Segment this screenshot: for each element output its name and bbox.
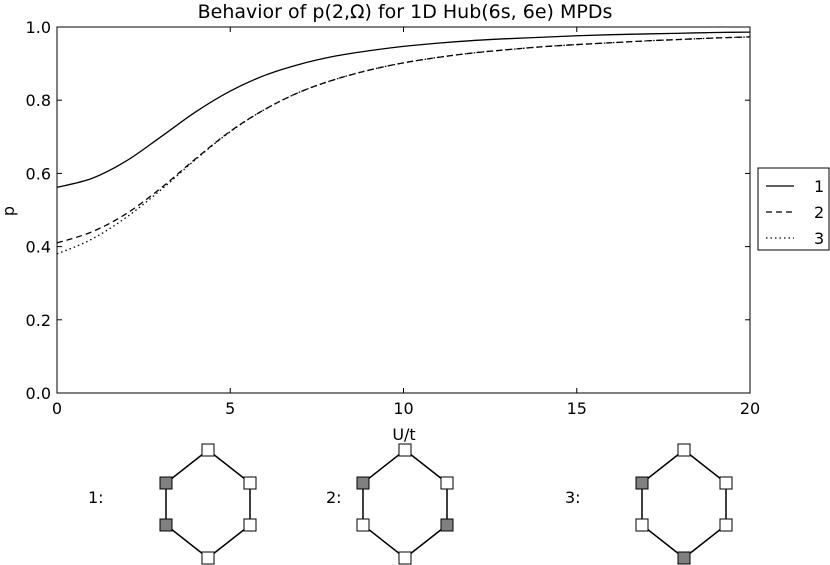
site-empty: [243, 476, 257, 490]
y-axis-label: p: [0, 206, 18, 216]
x-tick-label: 15: [567, 399, 587, 418]
x-tick-label: 0: [52, 399, 62, 418]
site-occupied: [440, 518, 454, 532]
site-occupied: [635, 476, 649, 490]
x-tick-label: 10: [393, 399, 413, 418]
configuration-diagrams: 1: 2: 3:: [88, 443, 733, 565]
series-line-2: [56, 36, 751, 244]
series-layer: [56, 31, 751, 255]
chart-title: Behavior of p(2,Ω) for 1D Hub(6s, 6e) MP…: [198, 1, 613, 23]
y-tick-label: 0.0: [26, 384, 51, 403]
y-tick-label: 0.2: [26, 311, 51, 330]
site-empty: [201, 551, 215, 565]
site-empty: [635, 518, 649, 532]
site-empty: [677, 443, 691, 457]
series-line-3: [56, 36, 751, 255]
site-occupied: [159, 518, 173, 532]
y-tick-label: 0.6: [26, 164, 51, 183]
configuration-label: 2:: [326, 488, 342, 507]
site-occupied: [677, 551, 691, 565]
configuration-label: 1:: [88, 488, 104, 507]
legend: 1 2 3: [757, 167, 830, 251]
site-empty: [201, 443, 215, 457]
y-tick-label: 1.0: [26, 18, 51, 37]
configuration-2: 2:: [326, 443, 454, 565]
legend-label-2: 2: [814, 203, 824, 222]
ring-bonds: [165, 449, 251, 559]
legend-label-1: 1: [814, 177, 824, 196]
plot-area: 0 5 10 15 20 0.0 0.2 0.4 0.6 0.8 1.0: [26, 18, 761, 418]
ring-bonds: [641, 449, 727, 559]
site-empty: [243, 518, 257, 532]
legend-label-3: 3: [814, 229, 824, 248]
site-occupied: [356, 476, 370, 490]
y-tick-label: 0.8: [26, 91, 51, 110]
configuration-3: 3:: [565, 443, 733, 565]
legend-entries: 1 2 3: [766, 177, 824, 248]
x-tick-label: 5: [225, 399, 235, 418]
x-axis-label: U/t: [392, 425, 415, 444]
site-empty: [398, 551, 412, 565]
series-line-1: [56, 31, 751, 188]
site-empty: [719, 476, 733, 490]
configuration-1: 1:: [88, 443, 257, 565]
site-empty: [398, 443, 412, 457]
configuration-label: 3:: [565, 488, 581, 507]
y-tick-label: 0.4: [26, 238, 51, 257]
x-tick-label: 20: [740, 399, 760, 418]
site-empty: [440, 476, 454, 490]
ring-bonds: [362, 449, 448, 559]
tick-layer: 0 5 10 15 20 0.0 0.2 0.4 0.6 0.8 1.0: [26, 18, 761, 418]
site-empty: [719, 518, 733, 532]
legend-box: [757, 167, 830, 251]
site-occupied: [159, 476, 173, 490]
plot-frame: [56, 26, 751, 394]
site-empty: [356, 518, 370, 532]
